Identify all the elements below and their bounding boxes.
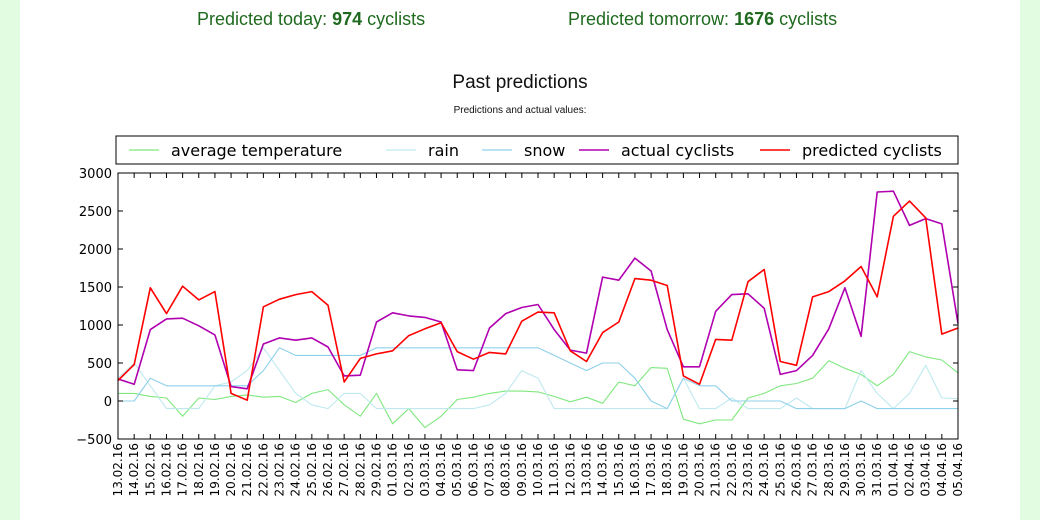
- x-tick-label: 21.03.16: [709, 443, 723, 496]
- x-tick-label: 23.03.16: [741, 443, 755, 496]
- x-tick-label: 13.03.16: [579, 443, 593, 496]
- x-tick-label: 04.03.16: [434, 443, 448, 496]
- x-tick-label: 03.03.16: [418, 443, 432, 496]
- series-line-snow: [118, 347, 958, 410]
- y-tick-label: 2000: [79, 243, 112, 258]
- x-tick-label: 29.02.16: [369, 443, 383, 496]
- x-tick-label: 28.02.16: [353, 443, 367, 496]
- x-tick-label: 18.02.16: [192, 443, 206, 496]
- x-tick-label: 02.03.16: [402, 443, 416, 496]
- x-tick-label: 28.03.16: [822, 443, 836, 496]
- prediction-today-label: Predicted today:: [197, 9, 328, 29]
- x-tick-label: 01.03.16: [386, 443, 400, 496]
- x-tick-label: 23.02.16: [273, 443, 287, 496]
- prediction-tomorrow-label: Predicted tomorrow:: [568, 9, 730, 29]
- x-tick-label: 24.02.16: [289, 443, 303, 496]
- x-tick-label: 07.03.16: [483, 443, 497, 496]
- x-tick-label: 27.03.16: [806, 443, 820, 496]
- x-tick-label: 11.03.16: [547, 443, 561, 496]
- x-tick-label: 06.03.16: [466, 443, 480, 496]
- y-tick-label: 1000: [79, 319, 112, 334]
- x-tick-label: 21.02.16: [240, 443, 254, 496]
- x-tick-label: 10.03.16: [531, 443, 545, 496]
- legend-box: [115, 135, 959, 165]
- prediction-tomorrow-unit: cyclists: [779, 9, 838, 29]
- x-tick-label: 29.03.16: [838, 443, 852, 496]
- x-tick-label: 25.03.16: [773, 443, 787, 496]
- x-tick-label: 17.02.16: [176, 443, 190, 496]
- x-tick-label: 01.04.16: [886, 443, 900, 496]
- x-tick-label: 16.02.16: [159, 443, 173, 496]
- x-tick-label: 25.02.16: [305, 443, 319, 496]
- x-tick-label: 20.03.16: [693, 443, 707, 496]
- chart-title: Past predictions: [452, 72, 588, 93]
- x-tick-label: 22.03.16: [725, 443, 739, 496]
- x-tick-label: 03.04.16: [919, 443, 933, 496]
- x-tick-label: 24.03.16: [757, 443, 771, 496]
- x-tick-label: 15.03.16: [612, 443, 626, 496]
- x-tick-label: 05.04.16: [951, 443, 965, 496]
- x-tick-label: 27.02.16: [337, 443, 351, 496]
- x-tick-label: 31.03.16: [870, 443, 884, 496]
- x-tick-label: 16.03.16: [628, 443, 642, 496]
- y-tick-label: 2500: [79, 205, 112, 220]
- legend-label: average temperature: [171, 141, 342, 160]
- page: Predicted today: 974 cyclists Predicted …: [20, 0, 1020, 520]
- prediction-tomorrow: Predicted tomorrow: 1676 cyclists: [568, 9, 837, 30]
- x-tick-label: 14.03.16: [596, 443, 610, 496]
- x-tick-label: 19.02.16: [208, 443, 222, 496]
- prediction-today: Predicted today: 974 cyclists: [197, 9, 425, 30]
- x-tick-label: 19.03.16: [676, 443, 690, 496]
- prediction-today-value: 974: [332, 9, 363, 29]
- legend-label: snow: [524, 141, 565, 160]
- x-tick-label: 04.04.16: [935, 443, 949, 496]
- x-tick-label: 26.02.16: [321, 443, 335, 496]
- x-tick-label: 22.02.16: [256, 443, 270, 496]
- x-tick-label: 26.03.16: [789, 443, 803, 496]
- x-tick-label: 18.03.16: [660, 443, 674, 496]
- x-tick-label: 02.04.16: [903, 443, 917, 496]
- legend-label: actual cyclists: [621, 141, 734, 160]
- x-tick-label: 30.03.16: [854, 443, 868, 496]
- series-line-predicted-cyclists: [117, 200, 959, 402]
- legend-label: rain: [428, 141, 459, 160]
- series-line-average-temperature: [118, 351, 959, 429]
- x-tick-label: 15.02.16: [143, 443, 157, 496]
- x-tick-label: 20.02.16: [224, 443, 238, 496]
- y-tick-label: 3000: [79, 167, 112, 182]
- prediction-today-unit: cyclists: [367, 9, 426, 29]
- x-tick-label: 14.02.16: [127, 443, 141, 496]
- x-tick-label: 13.02.16: [111, 443, 125, 496]
- y-tick-label: 500: [87, 357, 112, 372]
- y-tick-label: −500: [76, 433, 112, 448]
- x-tick-label: 17.03.16: [644, 443, 658, 496]
- x-tick-label: 09.03.16: [515, 443, 529, 496]
- series-line-actual-cyclists: [117, 190, 959, 390]
- x-tick-label: 12.03.16: [563, 443, 577, 496]
- chart-subtitle: Predictions and actual values:: [453, 105, 587, 116]
- y-tick-label: 0: [104, 395, 112, 410]
- y-tick-label: 1500: [79, 281, 112, 296]
- legend-label: predicted cyclists: [802, 141, 942, 160]
- x-tick-label: 05.03.16: [450, 443, 464, 496]
- prediction-tomorrow-value: 1676: [734, 9, 775, 29]
- x-tick-label: 08.03.16: [499, 443, 513, 496]
